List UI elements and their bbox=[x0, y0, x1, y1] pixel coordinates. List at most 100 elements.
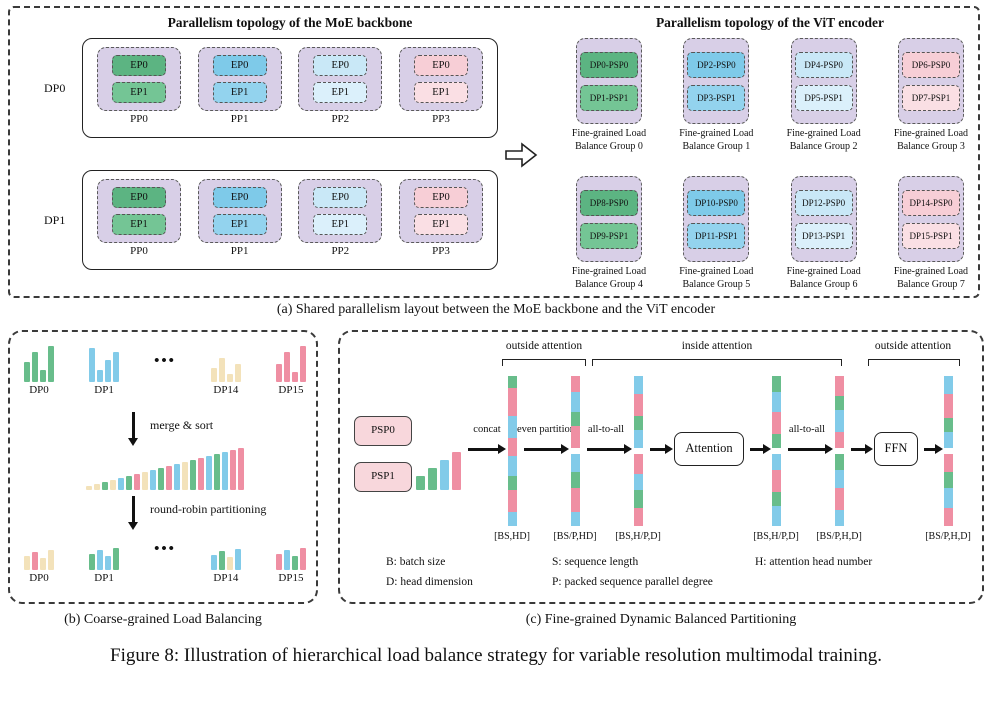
tensor-segment bbox=[571, 392, 580, 412]
group-caption-line: Balance Group 0 bbox=[575, 141, 643, 152]
tensor-segment bbox=[835, 396, 844, 410]
tensor-segment bbox=[508, 456, 517, 476]
panel-fine-grained-partitioning: outside attention inside attention outsi… bbox=[338, 330, 984, 604]
chart-bar bbox=[218, 551, 225, 570]
chart-bar bbox=[210, 368, 217, 382]
dp1-load-chart bbox=[89, 342, 120, 382]
chart-bar bbox=[291, 372, 298, 382]
group-caption-line: Balance Group 4 bbox=[575, 279, 643, 290]
chart-bar bbox=[299, 346, 306, 382]
dp0-chart-wrap: DP0 bbox=[24, 342, 54, 396]
dp14-load-chart bbox=[210, 342, 241, 382]
vit-groups-row-2: DP8-PSP0 DP9-PSP1 Fine-grained Load Balance… bbox=[558, 176, 982, 291]
pp-stage-label: PP1 bbox=[230, 245, 249, 257]
tensor-segment bbox=[835, 488, 844, 510]
pp-stage-label: PP3 bbox=[432, 245, 450, 257]
chart-bar bbox=[113, 548, 120, 570]
dp15-load-chart bbox=[275, 342, 306, 382]
tensor-segment bbox=[634, 454, 643, 474]
chart-bar bbox=[218, 358, 225, 382]
all-to-all-label-2: all-to-all bbox=[788, 424, 826, 435]
round-robin-label: round-robin partitioning bbox=[150, 502, 267, 516]
tensor-segment bbox=[571, 488, 580, 512]
dp0-chart-label: DP0 bbox=[29, 572, 49, 584]
group-caption-line: Balance Group 2 bbox=[789, 141, 858, 152]
ep-box: EP0 bbox=[413, 187, 468, 208]
dp15-balanced-chart-wrap: DP15 bbox=[275, 530, 306, 584]
tensor-bar-bs-hp-d-out bbox=[772, 376, 781, 526]
dp14-balanced-chart bbox=[210, 530, 241, 570]
tensor-segment bbox=[571, 512, 580, 526]
ep-box: EP1 bbox=[112, 82, 166, 103]
dp0-balanced-chart bbox=[24, 530, 54, 570]
expert-parallel-group: EP0 EP1 bbox=[97, 179, 181, 243]
right-arrow-icon bbox=[851, 444, 873, 453]
tensor-segment bbox=[508, 388, 517, 416]
even-partition-label: even partition bbox=[516, 424, 576, 435]
tensor-shape-label: [BS,H/P,D] bbox=[615, 531, 661, 542]
psp1-box: PSP1 bbox=[354, 462, 412, 492]
chart-bar bbox=[40, 370, 46, 382]
dp-psp-box: DP4-PSP0 bbox=[794, 51, 853, 78]
bracket-outside-attention-1 bbox=[502, 359, 586, 366]
chart-bar bbox=[206, 456, 212, 490]
pp-stage-label: PP3 bbox=[432, 113, 450, 125]
dp-psp-box: DP8-PSP0 bbox=[580, 189, 638, 216]
chart-bar bbox=[113, 352, 120, 382]
pp-stage-label: PP2 bbox=[331, 245, 350, 257]
chart-bar bbox=[102, 482, 108, 490]
chart-bar bbox=[226, 557, 233, 570]
chart-bar bbox=[283, 352, 290, 382]
group-caption-line: Fine-grained Load bbox=[571, 128, 647, 139]
tensor-segment bbox=[835, 510, 844, 526]
input-sequence-chart bbox=[416, 446, 461, 490]
chart-bar bbox=[234, 364, 241, 382]
pp-column: EP0 EP1 PP1 bbox=[197, 47, 282, 137]
group-caption: Fine-grained Load Balance Group 0 bbox=[572, 127, 646, 153]
chart-bar bbox=[97, 550, 104, 570]
right-arrow-icon bbox=[788, 444, 833, 453]
pp-column: EP0 EP1 PP0 bbox=[97, 47, 181, 137]
tensor-segment bbox=[508, 490, 517, 512]
right-arrow-icon bbox=[468, 444, 506, 453]
right-arrow-icon bbox=[924, 444, 943, 453]
pp-column: EP0 EP1 PP2 bbox=[298, 47, 383, 137]
tensor-segment bbox=[571, 412, 580, 426]
chart-bar bbox=[428, 468, 437, 490]
pp-stage-label: PP1 bbox=[230, 113, 249, 125]
hollow-arrow-shape bbox=[505, 142, 538, 168]
caption-a: (a) Shared parallelism layout between th… bbox=[276, 302, 716, 317]
ep-box: EP1 bbox=[212, 214, 267, 235]
chart-bar bbox=[118, 478, 124, 490]
tensor-segment bbox=[772, 492, 781, 506]
group-caption: Fine-grained Load Balance Group 7 bbox=[894, 265, 968, 291]
merge-sort-label: merge & sort bbox=[150, 418, 214, 432]
tensor-segment bbox=[944, 454, 953, 472]
tensor-segment bbox=[835, 470, 844, 488]
group-caption: Fine-grained Load Balance Group 4 bbox=[572, 265, 646, 291]
tensor-bar-bs-hp-d-in bbox=[634, 376, 643, 526]
chart-bar bbox=[275, 364, 282, 382]
right-arrow-icon bbox=[750, 444, 771, 453]
chart-bar bbox=[158, 468, 164, 490]
chart-bar bbox=[238, 448, 244, 490]
expert-parallel-group: EP0 EP1 bbox=[298, 179, 383, 243]
tensor-segment bbox=[772, 392, 781, 412]
ep-box: EP1 bbox=[212, 82, 267, 103]
chart-bar bbox=[97, 370, 104, 382]
chart-bar bbox=[94, 484, 100, 490]
ep-box: EP1 bbox=[413, 214, 468, 235]
dp1-row-label: DP1 bbox=[44, 213, 66, 227]
chart-bar bbox=[230, 450, 236, 490]
panel-coarse-grained-balancing: DP0 DP1 ••• DP14 DP15 merge & sort round… bbox=[8, 330, 318, 604]
moe-topology-title: Parallelism topology of the MoE backbone bbox=[167, 15, 413, 30]
dp14-balanced-chart-wrap: DP14 bbox=[210, 530, 241, 584]
tensor-segment bbox=[634, 490, 643, 508]
chart-bar bbox=[89, 554, 96, 570]
load-balance-group: DP0-PSP0 DP1-PSP1 bbox=[576, 38, 642, 124]
ep-box: EP0 bbox=[413, 55, 468, 76]
chart-bar bbox=[142, 472, 148, 490]
unbalanced-load-charts-row: DP0 DP1 ••• DP14 DP15 bbox=[24, 342, 306, 396]
hollow-arrow-svg bbox=[505, 142, 538, 168]
group-caption-line: Balance Group 1 bbox=[682, 141, 751, 152]
